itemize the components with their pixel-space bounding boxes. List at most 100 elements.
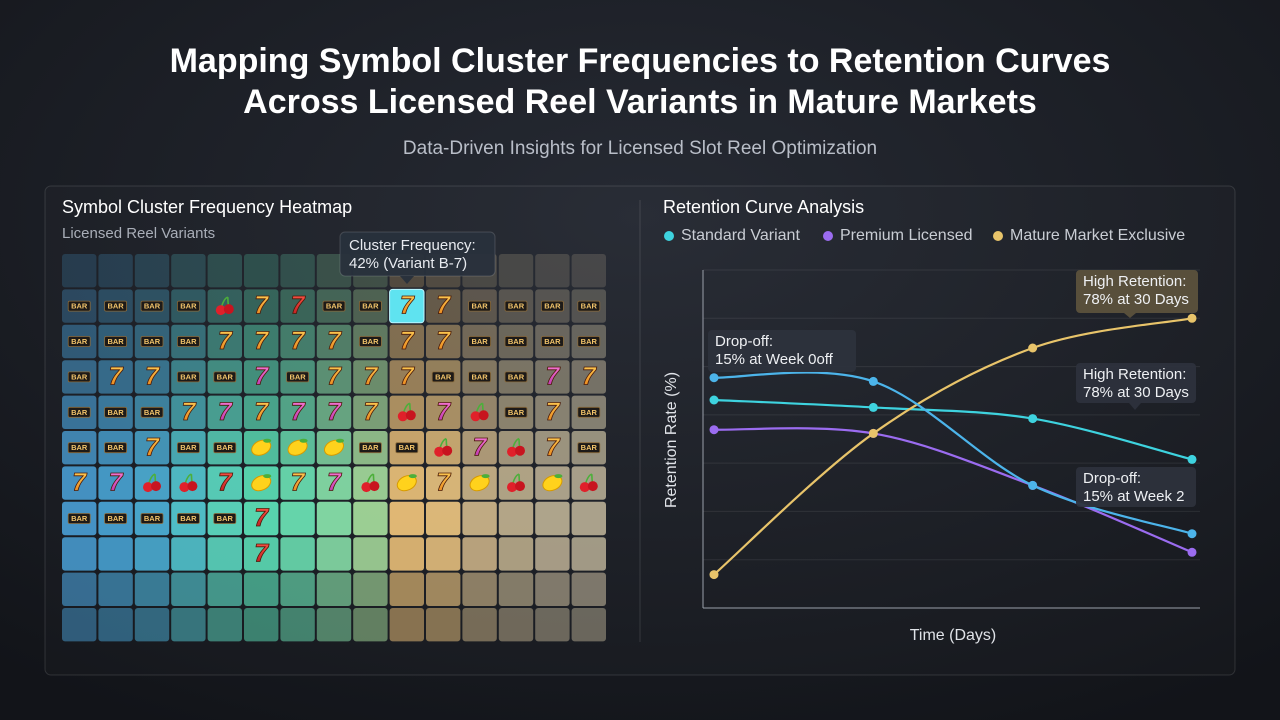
heatmap-cell — [244, 501, 279, 536]
point-marker — [1028, 414, 1038, 424]
point-marker — [1028, 343, 1038, 353]
seven-symbol: 7 — [436, 327, 451, 355]
bar-badge — [577, 300, 601, 312]
heatmap-cell — [62, 608, 97, 642]
cherry — [434, 446, 445, 457]
annotation-pointer — [1129, 403, 1141, 410]
point-marker — [1187, 529, 1197, 539]
heatmap-cell — [98, 254, 133, 288]
heatmap-cell — [134, 254, 170, 288]
heatmap-cell — [535, 360, 570, 394]
seven-symbol: 7 — [327, 363, 342, 391]
cherry — [442, 445, 453, 456]
bar-badge — [176, 513, 200, 524]
bar-badge — [468, 336, 492, 347]
heatmap-cell — [98, 537, 133, 571]
cherry — [579, 482, 590, 493]
series-line — [713, 317, 1193, 576]
legend-marker — [664, 231, 674, 241]
bar-symbol: BAR — [107, 302, 124, 311]
lemon — [251, 474, 272, 492]
point-marker — [709, 425, 719, 435]
heatmap-cell — [498, 466, 534, 500]
panel — [44, 185, 1236, 676]
bar-symbol: BAR — [71, 408, 88, 417]
heatmap-cell — [62, 572, 97, 606]
cherry — [223, 304, 234, 315]
title-line: Across Licensed Reel Variants in Mature … — [243, 83, 1037, 121]
heatmap-cell — [353, 395, 388, 429]
heatmap-cell — [571, 501, 606, 536]
bar-symbol: BAR — [144, 514, 161, 523]
heatmap-cell — [207, 395, 242, 429]
bar-badge — [213, 371, 237, 383]
point-marker — [709, 373, 719, 383]
bar-symbol: BAR — [71, 337, 88, 346]
heatmap-cell — [353, 360, 388, 394]
heatmap-cell — [207, 254, 242, 288]
bar-symbol: BAR — [508, 337, 525, 346]
cherry — [507, 482, 517, 493]
annotation-box — [1076, 270, 1198, 313]
bar-symbol: BAR — [144, 408, 161, 417]
heatmap-cell — [134, 466, 170, 500]
seven-symbol: 7 — [473, 433, 488, 461]
seven-symbol: 7 — [400, 292, 415, 320]
bar-symbol: BAR — [107, 337, 124, 346]
cherry — [151, 481, 161, 492]
series-line — [713, 371, 1193, 535]
tooltip-pointer — [400, 276, 414, 284]
line-chart-title: Retention Curve Analysis — [663, 197, 864, 217]
lemon — [469, 474, 490, 492]
legend-label: Standard Variant — [681, 227, 800, 244]
lemon-leaf — [299, 438, 308, 443]
heatmap-cell — [316, 608, 352, 642]
heatmap-cell — [535, 608, 570, 642]
point-marker — [868, 428, 878, 438]
subtitle: Data-Driven Insights for Licensed Slot R… — [403, 138, 877, 159]
bar-badge — [104, 406, 127, 418]
heatmap-cell — [207, 289, 242, 323]
bar-symbol: BAR — [144, 337, 161, 346]
bar-symbol: BAR — [71, 443, 88, 452]
bar-symbol: BAR — [581, 408, 598, 417]
bar-badge — [104, 336, 127, 347]
point-marker — [868, 376, 878, 386]
bar-badge — [67, 371, 91, 383]
bar-symbol: BAR — [508, 372, 525, 381]
bar-badge — [504, 371, 528, 383]
heatmap-cell — [426, 572, 461, 606]
bar-badge — [577, 336, 601, 347]
bar-symbol: BAR — [180, 372, 197, 381]
heatmap-cell — [171, 466, 206, 500]
heatmap-cell — [462, 431, 497, 465]
cherry — [515, 445, 525, 456]
heatmap-cell — [98, 608, 133, 642]
heatmap-cell — [535, 572, 570, 606]
heatmap-cell — [426, 608, 461, 642]
cherry — [507, 446, 517, 457]
annotation-text: Drop-off: — [715, 333, 773, 350]
heatmap-cell — [316, 324, 352, 359]
lemon-leaf — [481, 474, 490, 479]
bar-symbol: BAR — [581, 337, 598, 346]
seven-symbol: 7 — [218, 469, 233, 497]
line-chart: Retention Rate (%) Time (Days) Standard Va… — [663, 227, 1200, 644]
seven-symbol: 7 — [218, 327, 233, 355]
seven-symbol: 7 — [400, 327, 415, 355]
bar-symbol: BAR — [180, 514, 197, 523]
annotation-pointer — [1124, 313, 1136, 318]
cherry — [478, 410, 489, 421]
annotation-text: Drop-off: — [1083, 470, 1141, 487]
heatmap-cell — [244, 572, 279, 606]
bar-badge — [541, 300, 564, 312]
heatmap-cell — [62, 466, 97, 500]
heatmap-cell — [462, 501, 497, 536]
heatmap-cell — [171, 608, 206, 642]
cherry — [369, 481, 380, 492]
bar-badge — [431, 371, 455, 383]
bar-symbol: BAR — [362, 302, 379, 311]
cherry — [215, 305, 226, 316]
bar-badge — [140, 406, 164, 418]
bar-symbol: BAR — [217, 443, 234, 452]
